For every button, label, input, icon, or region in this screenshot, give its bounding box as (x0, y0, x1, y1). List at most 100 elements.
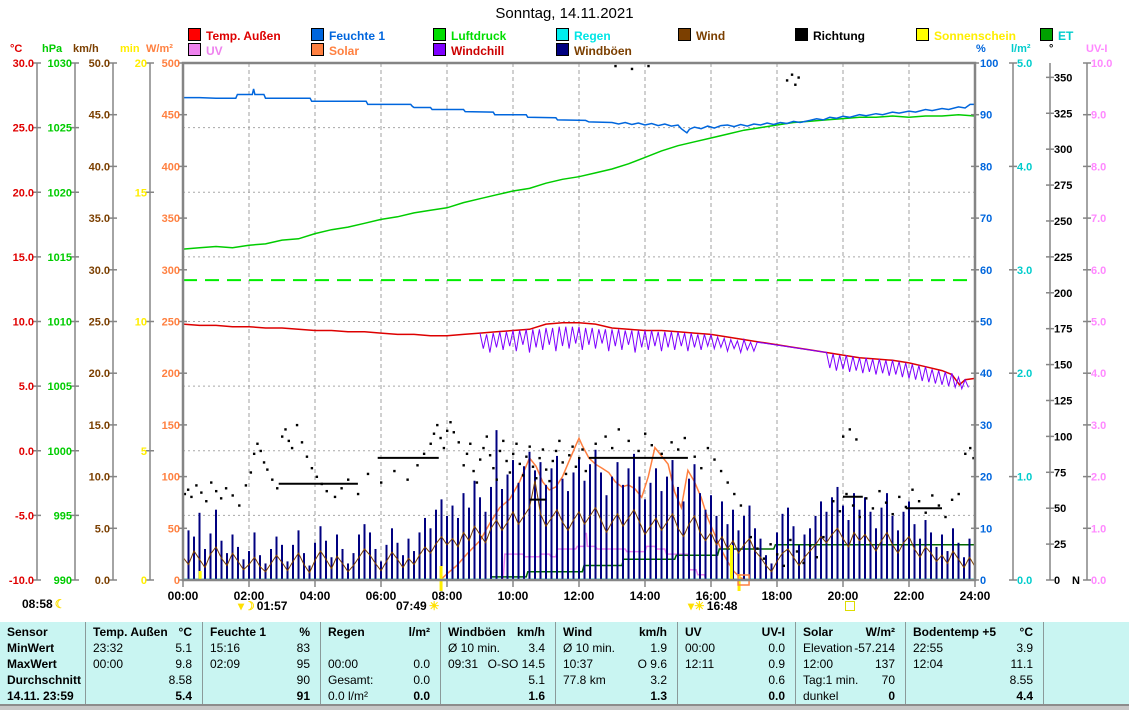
table-column-solar: Solar W/m² Elevation -57.214 12:00 137 Tag:1 m… (795, 622, 905, 704)
svg-text:20: 20 (980, 472, 992, 484)
svg-text:6.0: 6.0 (1091, 265, 1106, 277)
table-column-temp-au-en: Temp. Außen °C 23:32 5.1 00:00 9.8 8.58 5.4 (85, 622, 202, 704)
svg-text:450: 450 (162, 110, 180, 122)
page-title: Sonntag, 14.11.2021 (495, 5, 634, 22)
svg-text:20.0: 20.0 (89, 368, 110, 380)
svg-text:40.0: 40.0 (89, 161, 110, 173)
axis-unit-label: W/m² (146, 43, 173, 55)
legend-label: Wind (696, 29, 726, 43)
cell-value: 3.2 (650, 673, 667, 687)
column-unit: km/h (638, 625, 667, 639)
x-tick-label: 12:00 (564, 589, 595, 603)
table-cell: Ø 10 min. 3.4 (441, 640, 555, 656)
cell-value: 8.58 (168, 673, 192, 687)
cell-time: 00:00 (685, 641, 716, 655)
column-unit: W/m² (865, 625, 895, 639)
sunrise-sunset-markers (439, 566, 741, 591)
gridlines (183, 63, 975, 580)
svg-text:3.0: 3.0 (1017, 265, 1032, 277)
table-cell: Elevation -57.214 (796, 640, 905, 656)
cell-value: 5.4 (175, 689, 192, 703)
svg-text:2.0: 2.0 (1017, 368, 1032, 380)
svg-text:5.0: 5.0 (1091, 317, 1106, 329)
weather-chart: °C 30.0 25.0 20.0 15.0 10.0 5.0 0.0 -5.0 -10.0 hPa… (9, 43, 1113, 603)
series-windb-en (182, 430, 976, 580)
svg-text:100: 100 (162, 472, 180, 484)
axis-hpa: hPa 1030 1025 1020 1015 1010 1005 1000 995 990 (42, 43, 79, 587)
cell-value: 0.0 (768, 641, 785, 655)
row-label: MinWert (7, 641, 55, 655)
cell-time: 23:32 (93, 641, 124, 655)
legend-item-windb-en: Windböen (556, 43, 632, 58)
axis-c: °C 30.0 25.0 20.0 15.0 10.0 5.0 0.0 -5.0 -10.0 (9, 43, 41, 587)
x-tick-label: 10:00 (498, 589, 529, 603)
table-cell: 15:16 83 (203, 640, 320, 656)
svg-text:45.0: 45.0 (89, 110, 110, 122)
table-column-wind: Wind km/h Ø 10 min. 1.9 10:37 O 9.6 77.8 km 3.2… (555, 622, 677, 704)
svg-text:1.0: 1.0 (1091, 523, 1106, 535)
svg-text:50: 50 (980, 317, 992, 329)
legend-item-et: ET (1040, 28, 1073, 43)
axis-uv-i: UV-I 10.0 9.0 8.0 7.0 6.0 5.0 4.0 3.0 2.0 1.0 0.0 (1083, 43, 1112, 587)
cell-value: 1.9 (650, 641, 667, 655)
table-cell: 1.3 (556, 688, 677, 704)
cell-time: 0.0 l/m² (328, 689, 369, 703)
svg-text:1005: 1005 (48, 381, 72, 393)
series-wind (182, 480, 976, 574)
svg-text:20.0: 20.0 (13, 187, 34, 199)
svg-text:150: 150 (162, 420, 180, 432)
series-solar (183, 436, 975, 581)
column-header: Regen (328, 625, 365, 639)
svg-text:300: 300 (1054, 144, 1072, 156)
legend-label: Windböen (574, 44, 632, 58)
annotation-time: 07:49 (396, 599, 427, 613)
x-tick-label: 00:00 (168, 589, 199, 603)
table-column-uv: UV UV-I 00:00 0.0 12:11 0.9 0.6 0.0 (677, 622, 795, 704)
sunrise-icon: ☀ (428, 599, 440, 613)
svg-text:350: 350 (162, 213, 180, 225)
table-column-sensor: Sensor MinWert MaxWert Durchschnitt 14.11. 2… (0, 622, 85, 704)
legend-label: Temp. Außen (206, 29, 281, 43)
cell-time: 00:00 (328, 657, 359, 671)
svg-text:1030: 1030 (48, 58, 72, 70)
column-header: Temp. Außen (93, 625, 168, 639)
table-cell: 90 (203, 672, 320, 688)
legend-label: Richtung (813, 29, 865, 43)
svg-text:200: 200 (1054, 288, 1072, 300)
x-tick-label: 02:00 (234, 589, 265, 603)
table-cell: 8.55 (906, 672, 1043, 688)
column-unit: °C (178, 625, 192, 639)
legend-item-windchill: Windchill (433, 43, 504, 58)
svg-text:80: 80 (980, 161, 992, 173)
legend-label: Solar (329, 44, 360, 58)
legend-label: Regen (574, 29, 611, 43)
cell-value: 0.9 (768, 657, 785, 671)
svg-text:50.0: 50.0 (89, 58, 110, 70)
axis-unit-label: % (976, 43, 986, 55)
table-cell: 0.0 (678, 688, 795, 704)
axis-unit-label: hPa (42, 43, 63, 55)
svg-text:15: 15 (135, 187, 147, 199)
cell-value: 1.6 (528, 689, 545, 703)
row-label: MaxWert (7, 657, 57, 671)
svg-text:1.0: 1.0 (1017, 472, 1032, 484)
legend-label: UV (206, 44, 223, 58)
cell-time: 15:16 (210, 641, 241, 655)
wind-legend-swatch-icon (678, 28, 691, 41)
axis-min: min 20 15 10 5 0 (120, 43, 154, 587)
svg-text:75: 75 (1054, 467, 1066, 479)
svg-text:8.0: 8.0 (1091, 161, 1106, 173)
table-cell: 12:00 137 (796, 656, 905, 672)
sunset-icon: ▾☀ (688, 599, 705, 613)
annotation-moonrise: 08:58 ☾ (22, 597, 65, 611)
axis-unit-label: km/h (73, 43, 99, 55)
legend-label: Sonnenschein (934, 29, 1017, 43)
svg-text:5: 5 (141, 446, 147, 458)
svg-text:10: 10 (980, 523, 992, 535)
svg-text:200: 200 (162, 368, 180, 380)
svg-text:5.0: 5.0 (95, 523, 110, 535)
svg-text:1010: 1010 (48, 317, 72, 329)
svg-text:500: 500 (162, 58, 180, 70)
regen-legend-swatch-icon (556, 28, 569, 41)
